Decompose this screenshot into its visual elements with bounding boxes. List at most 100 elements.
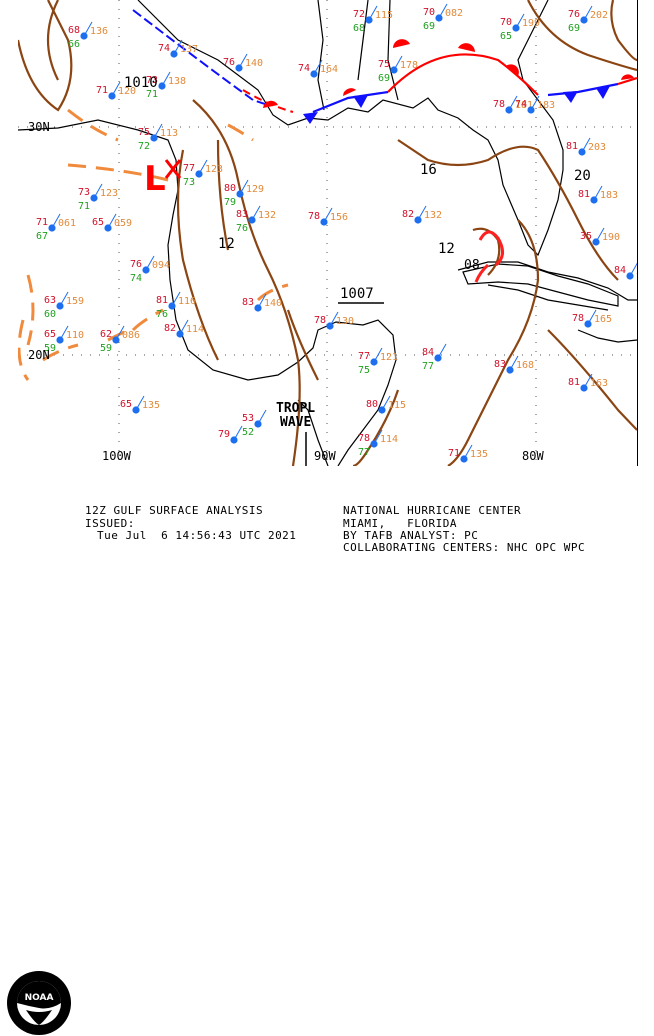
- station-dewpoint: 77: [422, 361, 434, 372]
- station-pressure: 199: [522, 18, 540, 29]
- station-plot: 78 130: [314, 311, 354, 330]
- noaa-logo-icon: NOAA: [7, 971, 71, 1035]
- station-plot: 83 140: [242, 293, 282, 312]
- wind-barb: [437, 343, 447, 359]
- low-symbol: L: [144, 159, 166, 199]
- station-plot: 71 120: [96, 81, 136, 100]
- station-temperature: 78: [358, 433, 370, 444]
- station-temperature: 78: [308, 211, 320, 222]
- station-plot: 81 76 116: [156, 291, 196, 320]
- station-temperature: 53: [242, 413, 254, 424]
- station-pressure: 138: [168, 76, 186, 87]
- station-temperature: 77: [183, 163, 195, 174]
- station-dewpoint: 71: [146, 89, 158, 100]
- station-temperature: 74: [298, 63, 310, 74]
- station-temperature: 81: [578, 189, 590, 200]
- collaborating-centers: COLLABORATING CENTERS: NHC OPC WPC: [343, 541, 586, 554]
- station-pressure: 115: [375, 10, 393, 21]
- station-plot: 68 66 136: [68, 21, 108, 50]
- station-temperature: 77: [358, 351, 370, 362]
- station-temperature: 71: [96, 85, 108, 96]
- station-dot: [254, 420, 262, 428]
- station-pressure: 132: [424, 210, 442, 221]
- station-plot: 76 74 094: [130, 255, 170, 284]
- station-pressure: 159: [66, 296, 84, 307]
- wind-barb: [593, 185, 603, 201]
- wind-barb: [198, 159, 208, 175]
- station-pressure: 252: [636, 266, 637, 277]
- station-pressure: 203: [588, 142, 606, 153]
- station-dewpoint: 79: [224, 197, 236, 208]
- wind-barb: [51, 213, 61, 229]
- station-pressure: 113: [160, 128, 178, 139]
- wind-barb: [530, 95, 540, 111]
- station-plot: 80 79 129: [224, 179, 264, 208]
- wind-barb: [417, 205, 427, 221]
- station-pressure: 135: [142, 400, 160, 411]
- station-temperature: 35: [580, 231, 592, 242]
- station-dewpoint: 72: [138, 141, 150, 152]
- station-temperature: 72: [353, 9, 365, 20]
- station-pressure: 178: [400, 60, 418, 71]
- station-plot: 78 77 114: [358, 429, 398, 458]
- station-pressure: 082: [445, 8, 463, 19]
- station-dewpoint: 65: [500, 31, 512, 42]
- wind-barb: [581, 137, 591, 153]
- wind-barb: [257, 409, 267, 425]
- wind-barb: [238, 53, 248, 69]
- station-temperature: 83: [236, 209, 248, 220]
- warm-front: [242, 39, 637, 113]
- center-city: MIAMI, FLORIDA: [343, 517, 457, 530]
- station-plot: 82 132: [402, 205, 442, 224]
- station-plot: 70 65 199: [500, 13, 540, 42]
- lat-label-20n: 20N: [28, 348, 50, 362]
- station-plot: 74 183: [515, 95, 555, 114]
- station-pressure: 190: [602, 232, 620, 243]
- wind-barb: [509, 355, 519, 371]
- map-footer: NOAA 12Z GULF SURFACE ANALYSIS ISSUED: T…: [0, 466, 654, 1035]
- station-pressure: 183: [537, 100, 555, 111]
- station-temperature: 76: [223, 57, 235, 68]
- station-temperature: 76: [568, 9, 580, 20]
- station-plot: 71 67 061: [36, 213, 76, 242]
- wave-label-line1: TROPL: [276, 401, 315, 416]
- station-pressure: 061: [58, 218, 76, 229]
- lon-label-100w: 100W: [102, 449, 132, 463]
- wind-barb: [233, 425, 243, 441]
- station-plot: 63 60 159: [44, 291, 84, 320]
- isobars: [18, 0, 637, 466]
- wind-barb: [173, 39, 183, 55]
- station-pressure: 115: [388, 400, 406, 411]
- station-dewpoint: 59: [44, 343, 56, 354]
- wind-barb: [368, 5, 378, 21]
- station-dot: [142, 266, 150, 274]
- station-dewpoint: 69: [423, 21, 435, 32]
- station-temperature: 83: [242, 297, 254, 308]
- station-pressure: 165: [594, 314, 612, 325]
- station-pressure: 132: [258, 210, 276, 221]
- wind-barb: [107, 213, 117, 229]
- lon-label-90w: 90W: [314, 449, 336, 463]
- pressure-label-20: 20: [574, 168, 591, 184]
- pressure-label-12-west: 12: [218, 236, 235, 252]
- station-temperature: 65: [92, 217, 104, 228]
- station-pressure: 156: [330, 212, 348, 223]
- station-temperature: 78: [493, 99, 505, 110]
- pressure-label-08: 08: [464, 258, 480, 273]
- station-temperature: 84: [614, 265, 626, 276]
- station-plot: 71 135: [448, 444, 488, 463]
- station-pressure: 140: [264, 298, 282, 309]
- wind-barb: [463, 444, 473, 460]
- wind-barb: [111, 81, 121, 97]
- wind-barb: [595, 227, 605, 243]
- issued-time: Tue Jul 6 14:56:43 UTC 2021: [97, 529, 297, 542]
- wind-barb: [115, 325, 125, 341]
- pressure-label-1010: 1010: [124, 75, 158, 91]
- station-temperature: 70: [423, 7, 435, 18]
- station-plot: 80 115: [366, 395, 406, 414]
- lat-label-30n: 30N: [28, 120, 50, 134]
- station-temperature: 70: [500, 17, 512, 28]
- tropical-wave-label: TROPL WAVE: [276, 401, 315, 466]
